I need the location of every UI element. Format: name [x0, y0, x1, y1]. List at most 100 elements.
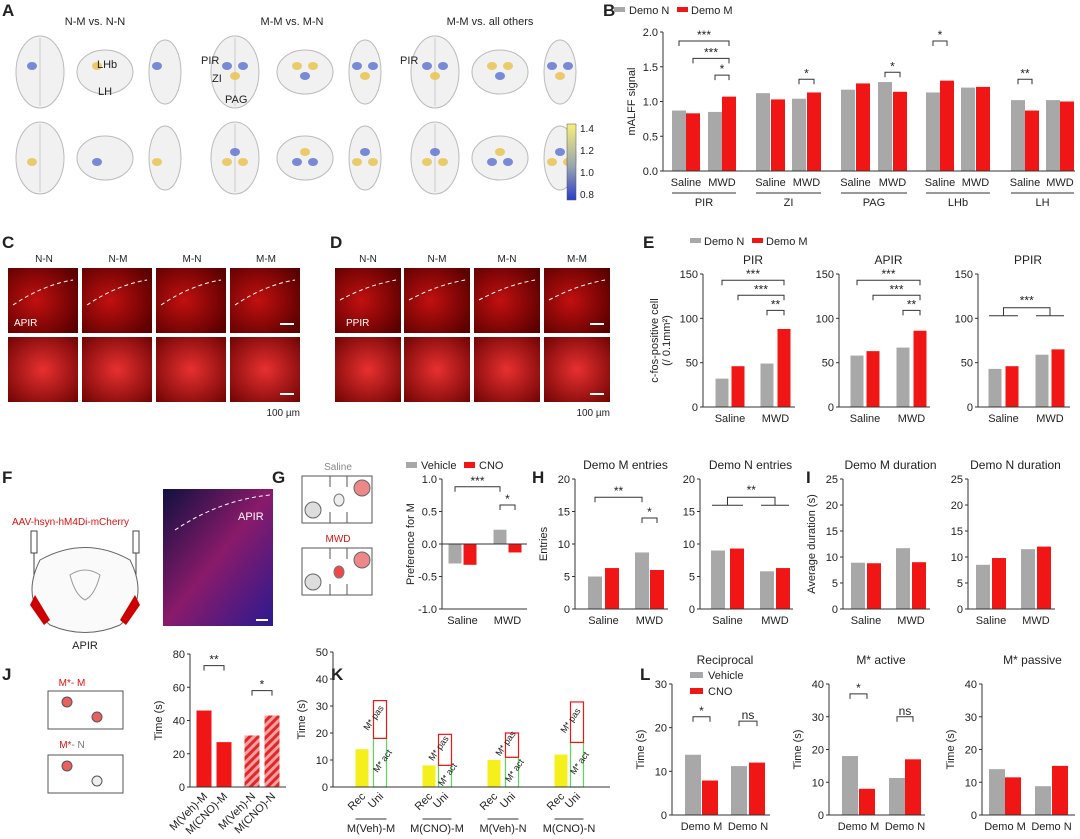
chart-b: 0.0 0.5 1.0 1.5 2.0 mALFF signal Saline MWD Sali…	[626, 27, 1075, 209]
region-boundary	[408, 279, 466, 301]
x-tick-label: MWD	[636, 615, 664, 627]
y-tick-label: 40	[812, 679, 824, 691]
panel-letter-h: H	[532, 468, 544, 487]
d-scale-label: 100 µm	[576, 408, 610, 419]
significance-bracket	[849, 693, 868, 699]
bar	[856, 83, 870, 171]
colorbar-tick: 1.2	[580, 146, 594, 157]
legend-e: Demo N Demo M	[690, 236, 808, 248]
colorbar: 1.4 1.2 1.0 0.8	[566, 123, 594, 201]
bar	[722, 96, 736, 171]
bar	[760, 571, 774, 609]
activation-blob	[308, 158, 318, 166]
activation-blob	[238, 62, 248, 70]
brain-render	[210, 35, 260, 109]
colorbar-tick: 0.8	[580, 190, 594, 201]
chart-i2: 0 5 10 15 20 25 Demo N duration Saline MWD	[951, 458, 1061, 627]
arena-box	[47, 754, 124, 794]
significance-bracket	[251, 690, 273, 696]
chart-title: APIR	[874, 253, 902, 267]
chart-e3: 0 50 100 150 PPIR Saline MWD ***	[955, 253, 1070, 425]
y-tick-label: 20	[558, 474, 570, 486]
c-region-label: APIR	[14, 318, 37, 329]
bar	[850, 355, 864, 407]
bar	[504, 732, 520, 758]
y-tick-label: 5	[832, 578, 838, 590]
brain-render	[210, 121, 260, 195]
bar	[777, 328, 791, 407]
y-tick-label: 10	[965, 777, 977, 789]
significance-label: **	[209, 653, 219, 667]
y-tick-label: 25	[951, 474, 963, 486]
panel-d-low-mag-image	[335, 268, 401, 333]
bar	[708, 111, 722, 171]
significance-label: ***	[746, 267, 760, 281]
activation-blob	[152, 158, 162, 166]
label-pir-2: PIR	[400, 55, 418, 67]
bar	[760, 363, 774, 407]
region-boundary	[160, 279, 222, 306]
virus-label: AAV-hsyn-hM4Di-mCherry	[12, 517, 129, 528]
y-tick-label: 10	[316, 755, 328, 767]
chart-title: M* passive	[1003, 653, 1062, 667]
bar	[1035, 786, 1051, 815]
bar	[989, 769, 1005, 815]
significance-label: ***	[704, 45, 718, 59]
group-label: PAG	[863, 197, 885, 209]
panel-g-schematic: Saline MWD	[301, 462, 373, 596]
panel-letter-l: L	[640, 665, 650, 684]
activation-blob	[430, 148, 440, 156]
activation-blob	[368, 158, 378, 166]
activation-blob	[487, 158, 497, 166]
significance-bracket	[884, 71, 901, 78]
y-tick-label: 30	[965, 712, 977, 724]
panel-letter-g: G	[272, 468, 285, 487]
panel-letter-i: I	[806, 468, 811, 487]
significance-label: ns	[899, 704, 912, 718]
cage-n-icon	[304, 501, 322, 519]
panel-letter-k: K	[331, 665, 344, 684]
significance-label: **	[614, 484, 624, 498]
panel-d-low-mag-image	[544, 268, 610, 333]
significance-label: ***	[470, 474, 484, 488]
group-label: ZI	[784, 197, 794, 209]
label-lh: LH	[98, 86, 112, 98]
significance-bracket	[737, 294, 785, 301]
panel-a-title-3: M-M vs. all others	[447, 16, 534, 28]
chart-title: Demo M duration	[844, 458, 936, 472]
panel-d-low-mag-image	[404, 268, 470, 333]
significance-bracket	[641, 517, 658, 523]
y-tick-label: 0	[322, 782, 328, 794]
activation-blob	[487, 62, 497, 70]
bar	[992, 558, 1006, 609]
y-tick-label: 0.5	[643, 131, 658, 143]
y-tick-label: 20	[683, 474, 695, 486]
bar	[889, 777, 905, 815]
x-tick-label: MWD	[762, 413, 790, 425]
y-tick-label: 15	[951, 526, 963, 538]
region-boundary	[548, 279, 606, 301]
panel-c-high-mag-image	[8, 337, 78, 402]
y-tick-label: 20	[965, 745, 977, 757]
legend-label: CNO	[479, 460, 504, 472]
legend-swatch-red	[677, 7, 688, 12]
y-tick-label: 20	[826, 500, 838, 512]
x-tick-label: MWD	[1022, 615, 1050, 627]
bar	[905, 759, 921, 815]
y-tick-label: 80	[173, 649, 185, 661]
bar	[196, 710, 212, 787]
pair-label-2: M*- N	[59, 740, 85, 751]
group-label: PIR	[695, 197, 713, 209]
activation-blob	[422, 62, 432, 70]
brain-render	[410, 35, 460, 109]
legend-g: Vehicle CNO	[406, 460, 504, 472]
three-chamber-box	[301, 547, 373, 596]
activation-blob	[230, 148, 240, 156]
y-tick-label: 10	[655, 766, 667, 778]
chart-title: Demo N duration	[970, 458, 1061, 472]
activation-blob	[238, 158, 248, 166]
chart-title: M* active	[856, 653, 906, 667]
significance-label: *	[647, 505, 652, 519]
significance-label: *	[720, 62, 725, 76]
activation-blob	[292, 62, 302, 70]
